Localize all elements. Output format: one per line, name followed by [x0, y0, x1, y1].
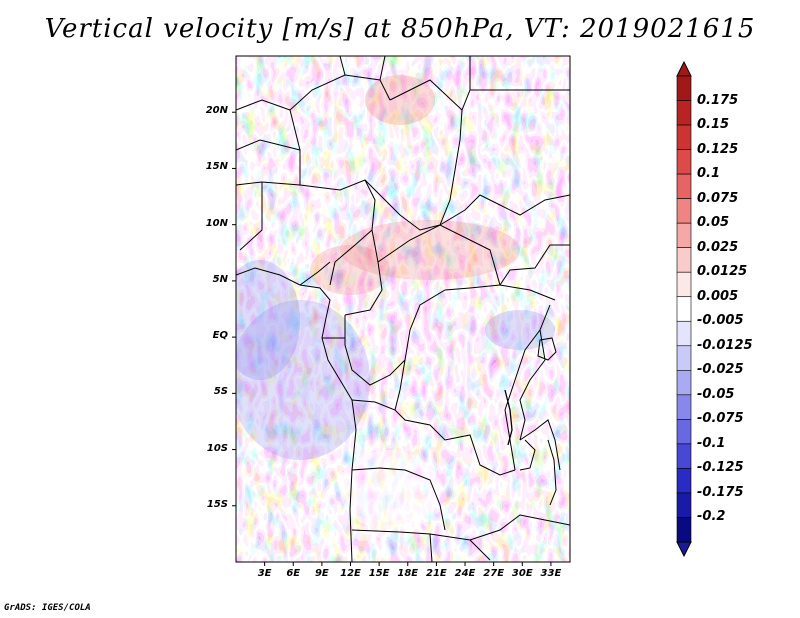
colorbar-swatch [676, 370, 692, 396]
colorbar-swatch [676, 271, 692, 298]
lon-tick-label: 18E [397, 568, 419, 579]
lat-tick-label: EQ [212, 330, 228, 342]
colorbar-swatch [676, 492, 692, 518]
lon-tick-label: 12E [340, 568, 361, 579]
map-frame [235, 55, 571, 563]
colorbar-swatch [676, 75, 692, 101]
colorbar-label: -0.125 [697, 460, 744, 476]
colorbar-swatch [676, 124, 692, 150]
country-borders [236, 56, 570, 562]
colorbar [676, 60, 692, 558]
grads-credit: GrADS: IGES/COLA [4, 603, 91, 613]
axis-ticks [232, 111, 552, 566]
colorbar-label: -0.0125 [697, 337, 753, 353]
lon-tick-label: 24E [454, 568, 476, 579]
colorbar-label: -0.2 [697, 509, 726, 525]
colorbar-label: 0.075 [697, 190, 739, 206]
colorbar-top-arrow [676, 60, 692, 77]
colorbar-swatch [676, 394, 692, 420]
colorbar-swatch [676, 173, 692, 199]
colorbar-swatch [676, 419, 692, 445]
colorbar-swatch [676, 517, 692, 543]
colorbar-swatch [676, 468, 692, 494]
lon-tick-label: 6E [286, 568, 301, 579]
colorbar-label: 0.025 [697, 239, 739, 255]
colorbar-label: -0.075 [697, 411, 744, 427]
lat-tick-label: 10N [205, 217, 228, 229]
colorbar-swatch [676, 198, 692, 224]
colorbar-swatch [676, 296, 692, 322]
lon-tick-label: 33E [540, 568, 562, 579]
lat-tick-label: 15N [205, 161, 228, 173]
lon-tick-label: 30E [511, 568, 533, 579]
lat-tick-label: 15S [206, 498, 228, 510]
colorbar-swatch [676, 320, 692, 347]
colorbar-swatch [676, 345, 692, 371]
colorbar-swatch [676, 222, 692, 248]
lat-tick-label: 20N [205, 105, 228, 117]
colorbar-label: 0.125 [697, 141, 739, 157]
colorbar-label: -0.025 [697, 362, 744, 378]
colorbar-label: 0.15 [697, 117, 730, 133]
colorbar-label: -0.175 [697, 484, 744, 500]
colorbar-swatch [676, 100, 692, 126]
lon-tick-label: 21E [426, 568, 447, 579]
colorbar-swatch [676, 247, 692, 273]
colorbar-label: 0.05 [697, 215, 730, 231]
colorbar-label: 0.1 [697, 166, 721, 182]
colorbar-label: -0.005 [697, 313, 744, 329]
lat-tick-label: 5S [213, 386, 228, 398]
lon-tick-label: 27E [483, 568, 505, 579]
colorbar-swatch [676, 443, 692, 469]
colorbar-label: -0.05 [697, 386, 735, 402]
plot-title: Vertical velocity [m/s] at 850hPa, VT: 2… [44, 14, 756, 44]
colorbar-label: -0.1 [697, 435, 726, 451]
lon-tick-label: 15E [368, 568, 390, 579]
lon-tick-label: 9E [314, 568, 329, 579]
lon-tick-label: 3E [257, 568, 272, 579]
colorbar-label: 0.005 [697, 288, 739, 304]
lat-tick-label: 5N [212, 273, 228, 285]
velocity-field [236, 56, 570, 562]
colorbar-label: 0.0125 [697, 264, 748, 280]
colorbar-label: 0.175 [697, 92, 739, 108]
colorbar-swatch [676, 149, 692, 175]
colorbar-bottom-arrow [676, 541, 692, 558]
lat-tick-label: 10S [206, 442, 228, 454]
